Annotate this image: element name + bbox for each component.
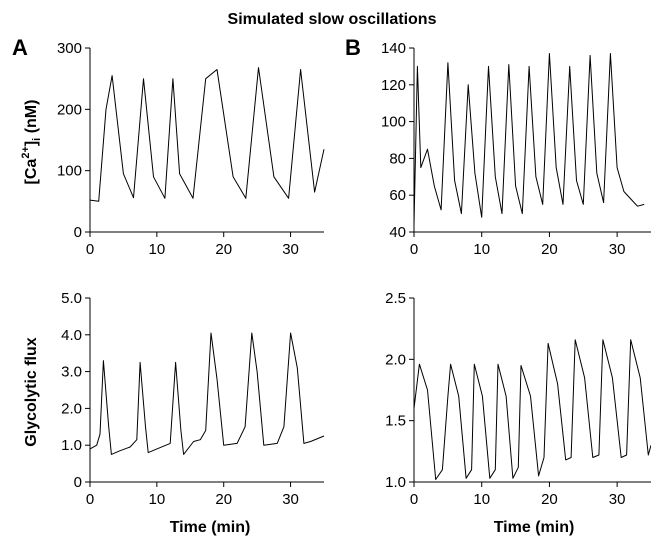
x-tick-label: 30 bbox=[609, 241, 626, 258]
chart-A-top: 0 100 200 300 0 10 20 30 bbox=[57, 40, 325, 258]
y-tick-label: 0 bbox=[74, 224, 82, 241]
y-tick-label: 300 bbox=[57, 40, 82, 57]
y-tick-label: 140 bbox=[381, 40, 406, 57]
x-tick-label: 10 bbox=[473, 491, 490, 508]
y-label-ca-sup: 2+ bbox=[20, 146, 32, 159]
x-tick-label: 30 bbox=[609, 491, 626, 508]
y-tick-label: 1.0 bbox=[385, 474, 406, 491]
series-line bbox=[413, 339, 651, 480]
x-tick-label: 20 bbox=[215, 241, 232, 258]
y-tick-label: 60 bbox=[389, 187, 406, 204]
y-label-ca-sub: i bbox=[31, 138, 43, 141]
y-label-ca-unit: (nM) bbox=[23, 100, 40, 138]
x-axis-label-b: Time (min) bbox=[494, 519, 575, 536]
y-tick-label: 120 bbox=[381, 77, 406, 94]
panel-label-b: B bbox=[345, 35, 361, 60]
y-axis-label-calcium: [Ca2+]i (nM) bbox=[20, 100, 43, 185]
y-tick-label: 3.0 bbox=[61, 364, 82, 381]
x-tick-label: 0 bbox=[86, 491, 94, 508]
series-line bbox=[89, 67, 325, 202]
y-tick-label: 100 bbox=[57, 163, 82, 180]
y-label-ca-close: ] bbox=[23, 141, 40, 146]
series-line bbox=[89, 332, 325, 455]
y-tick-label: 0 bbox=[74, 474, 82, 491]
y-label-ca: [Ca bbox=[23, 159, 40, 185]
y-tick-label: 4.0 bbox=[61, 327, 82, 344]
y-tick-label: 40 bbox=[389, 224, 406, 241]
x-tick-label: 0 bbox=[86, 241, 94, 258]
y-tick-label: 2.0 bbox=[61, 400, 82, 417]
x-tick-label: 0 bbox=[410, 241, 418, 258]
x-tick-label: 20 bbox=[215, 491, 232, 508]
series-line bbox=[413, 53, 645, 225]
chart-B-bottom: 1.0 1.5 2.0 2.5 0 10 20 30 bbox=[385, 290, 651, 508]
x-tick-label: 10 bbox=[149, 491, 166, 508]
y-tick-label: 1.5 bbox=[385, 413, 406, 430]
y-tick-label: 2.5 bbox=[385, 290, 406, 307]
y-axis-label-flux: Glycolytic flux bbox=[23, 337, 40, 446]
y-tick-label: 100 bbox=[381, 114, 406, 131]
x-tick-label: 20 bbox=[541, 241, 558, 258]
x-tick-label: 10 bbox=[473, 241, 490, 258]
x-tick-label: 30 bbox=[282, 241, 299, 258]
x-tick-label: 30 bbox=[282, 491, 299, 508]
chart-A-bottom: 0 1.0 2.0 3.0 4.0 5.0 0 10 20 30 bbox=[61, 290, 325, 508]
svg-text:[Ca2+]i (nM): [Ca2+]i (nM) bbox=[20, 100, 43, 185]
y-tick-label: 80 bbox=[389, 150, 406, 167]
chart-B-top: 40 60 80 100 120 140 0 10 20 30 bbox=[381, 40, 651, 258]
x-tick-label: 10 bbox=[149, 241, 166, 258]
panel-label-a: A bbox=[12, 35, 28, 60]
y-tick-label: 5.0 bbox=[61, 290, 82, 307]
x-axis-label-a: Time (min) bbox=[170, 519, 251, 536]
y-tick-label: 1.0 bbox=[61, 437, 82, 454]
y-tick-label: 200 bbox=[57, 101, 82, 118]
x-tick-label: 20 bbox=[541, 491, 558, 508]
x-tick-label: 0 bbox=[410, 491, 418, 508]
figure-title: Simulated slow oscillations bbox=[228, 11, 437, 28]
y-tick-label: 2.0 bbox=[385, 351, 406, 368]
